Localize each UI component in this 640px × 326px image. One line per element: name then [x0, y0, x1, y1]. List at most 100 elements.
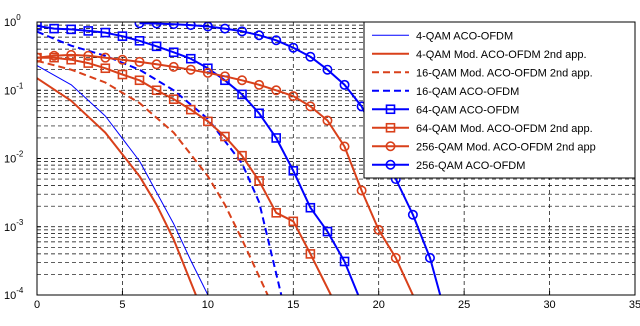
series-1 — [37, 65, 209, 295]
data-point — [168, 22, 179, 30]
data-point — [134, 36, 145, 46]
legend-label: 256-QAM Mod. ACO-OFDM 2nd app — [416, 141, 596, 153]
data-point — [151, 41, 162, 52]
data-point — [168, 94, 179, 104]
data-point — [134, 56, 145, 67]
data-point — [151, 85, 162, 96]
data-point — [271, 35, 282, 46]
data-point — [271, 208, 282, 218]
y-tick-label: 100 — [4, 13, 21, 29]
data-point — [185, 64, 196, 75]
data-point — [49, 23, 59, 34]
legend-label: 16-QAM Mod. ACO-OFDM 2nd app. — [416, 67, 593, 79]
data-point — [254, 30, 265, 41]
legend-item: 16-QAM ACO-OFDM — [372, 86, 519, 98]
series-line — [37, 65, 209, 295]
data-point — [134, 75, 145, 86]
legend-item: 4-QAM Mod. ACO-OFDM 2nd app. — [372, 49, 587, 61]
x-axis: 0 5 10 15 20 25 30 35 — [34, 291, 640, 311]
data-point — [390, 252, 401, 263]
data-point — [100, 63, 111, 74]
data-point — [237, 75, 248, 86]
data-point — [305, 51, 316, 62]
data-point — [385, 159, 396, 170]
x-tick-label: 5 — [119, 299, 125, 311]
data-point — [219, 23, 230, 34]
legend-label: 4-QAM Mod. ACO-OFDM 2nd app. — [416, 49, 587, 61]
data-point — [66, 49, 77, 60]
data-point — [66, 24, 76, 35]
legend-label: 64-QAM ACO-OFDM — [416, 104, 519, 116]
series-4 — [37, 30, 283, 295]
x-tick-label: 20 — [373, 299, 385, 311]
data-point — [373, 224, 384, 235]
legend-box — [363, 21, 636, 179]
data-point — [168, 47, 179, 58]
x-tick-label: 30 — [543, 299, 555, 311]
data-point — [100, 27, 111, 38]
y-tick-exponent: -4 — [16, 286, 24, 295]
data-point — [356, 185, 367, 196]
data-point — [151, 22, 162, 29]
data-point — [168, 61, 179, 72]
y-tick-exponent: -1 — [16, 81, 24, 90]
data-point — [134, 22, 145, 29]
data-point — [83, 58, 94, 68]
data-point — [83, 26, 94, 36]
data-point — [100, 52, 111, 63]
legend-item: 4-QAM ACO-OFDM — [372, 30, 513, 42]
series-3 — [37, 59, 269, 295]
data-point — [407, 209, 418, 220]
y-tick-label: 10-4 — [4, 286, 24, 302]
series-line — [37, 53, 414, 295]
data-point — [385, 122, 396, 133]
data-point — [203, 116, 213, 127]
data-point — [185, 22, 196, 31]
data-point — [424, 252, 435, 263]
data-point — [254, 176, 264, 186]
data-point — [185, 104, 196, 115]
legend-item: 16-QAM Mod. ACO-OFDM 2nd app. — [372, 67, 593, 79]
data-point — [237, 26, 248, 37]
data-point — [237, 150, 247, 161]
data-point — [37, 22, 42, 31]
y-tick-exponent: 0 — [16, 13, 21, 22]
data-point — [185, 53, 196, 64]
y-axis: 10-4 10-3 10-2 10-1 100 — [4, 13, 41, 302]
data-point — [49, 50, 60, 61]
series-line — [37, 24, 360, 295]
data-point — [288, 91, 299, 102]
data-point — [117, 31, 128, 41]
x-tick-label: 10 — [202, 299, 214, 311]
series-6 — [37, 52, 332, 295]
legend-label: 256-QAM ACO-OFDM — [416, 160, 525, 172]
data-point — [237, 89, 247, 100]
data-point — [305, 202, 316, 213]
legend-item: 256-QAM Mod. ACO-OFDM 2nd app — [372, 141, 596, 153]
data-point — [219, 71, 230, 82]
data-point — [254, 108, 264, 119]
data-point — [288, 42, 299, 53]
x-tick-label: 25 — [458, 299, 470, 311]
data-point — [322, 115, 333, 126]
series-line — [37, 56, 332, 295]
data-point — [151, 59, 162, 70]
data-point — [385, 141, 396, 152]
series-line — [139, 22, 442, 295]
legend: 4-QAM ACO-OFDM 4-QAM Mod. ACO-OFDM 2nd ap… — [363, 21, 636, 179]
legend-label: 16-QAM ACO-OFDM — [416, 86, 519, 98]
data-point — [339, 141, 350, 152]
x-tick-label: 15 — [287, 299, 299, 311]
data-point — [37, 52, 42, 63]
y-tick-label: 10-2 — [4, 150, 24, 166]
data-point — [385, 104, 396, 115]
y-tick-label: 10-1 — [4, 81, 24, 97]
series-line — [37, 30, 283, 295]
data-point — [339, 79, 350, 90]
data-point — [117, 54, 128, 65]
x-tick-label: 0 — [34, 299, 40, 311]
legend-item: 64-QAM Mod. ACO-OFDM 2nd app. — [372, 123, 593, 135]
data-point — [117, 69, 128, 80]
data-point — [202, 67, 213, 78]
